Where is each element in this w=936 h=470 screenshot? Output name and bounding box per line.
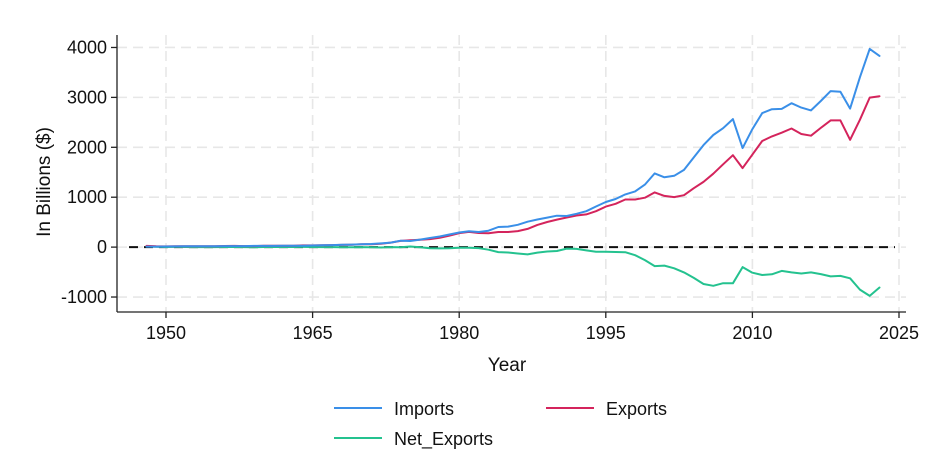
series-line-net-exports [145,245,881,297]
legend-label-net-exports: Net_Exports [394,429,493,450]
legend-item-imports: Imports [334,399,454,419]
legend-label-imports: Imports [394,399,454,419]
x-axis-title: Year [488,355,527,376]
x-tick-label: 1980 [439,323,479,343]
x-tick-label: 2025 [879,323,919,343]
y-tick-label: 4000 [67,37,107,57]
legend: Imports Exports Net_Exports [334,399,667,450]
axes [116,35,906,313]
x-tick-label: 2010 [732,323,772,343]
y-axis-title: In Billions ($) [34,127,55,237]
x-tick-label: 1950 [146,323,186,343]
y-tick-label: -1000 [61,287,107,307]
y-ticks: -1000 0 1000 2000 3000 4000 [61,37,117,307]
y-tick-label: 2000 [67,137,107,157]
legend-label-exports: Exports [606,399,667,419]
legend-item-net-exports: Net_Exports [334,429,493,450]
x-tick-label: 1995 [586,323,626,343]
y-tick-label: 3000 [67,87,107,107]
legend-item-exports: Exports [546,399,667,419]
series-line-imports [145,47,881,248]
grid-lines [117,35,906,312]
series-group [145,47,881,297]
x-ticks: 1950 1965 1980 1995 2010 2025 [146,312,919,343]
x-tick-label: 1965 [293,323,333,343]
series-line-exports [145,95,881,248]
y-tick-label: 1000 [67,187,107,207]
y-tick-label: 0 [97,237,107,257]
